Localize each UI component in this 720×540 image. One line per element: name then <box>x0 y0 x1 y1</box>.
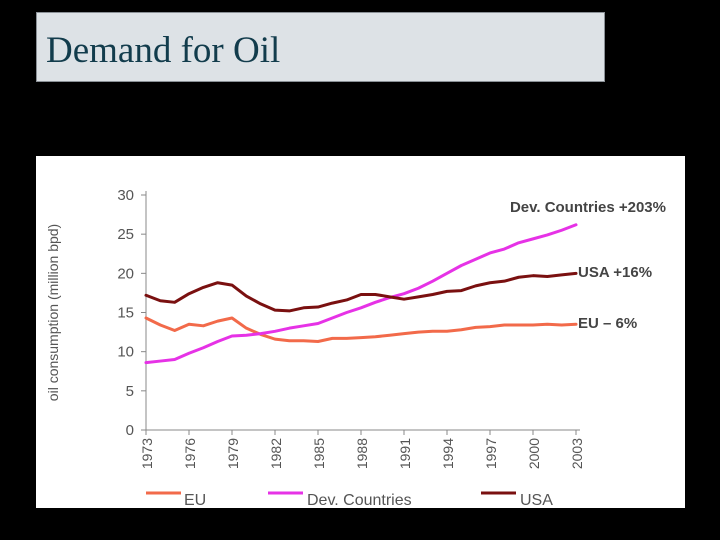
series-end-label: EU – 6% <box>578 315 637 332</box>
legend-label: EU <box>184 492 206 508</box>
x-tick-label: 2003 <box>569 438 585 469</box>
slide-title: Demand for Oil <box>46 30 281 71</box>
x-tick-label: 1994 <box>440 438 456 469</box>
y-tick-label: 15 <box>117 305 134 322</box>
series-end-label: Dev. Countries +203% <box>510 199 666 216</box>
x-tick-label: 1982 <box>268 438 284 469</box>
y-tick-label: 25 <box>117 226 134 243</box>
series-line-eu <box>144 316 578 343</box>
x-tick-label: 1973 <box>139 438 155 469</box>
y-axis-label: oil consumption (million bpd) <box>45 224 61 401</box>
y-tick-label: 0 <box>126 422 134 439</box>
series-line-dev-countries <box>144 223 578 365</box>
y-tick-label: 20 <box>117 265 134 282</box>
x-tick-label: 2000 <box>526 438 542 469</box>
x-tick-label: 1985 <box>311 438 327 469</box>
x-tick-label: 1997 <box>483 438 499 469</box>
series-line-usa <box>144 271 578 313</box>
legend-label: Dev. Countries <box>307 492 412 508</box>
title-box: Demand for Oil <box>36 12 605 82</box>
x-tick-label: 1991 <box>397 438 413 469</box>
y-tick-label: 5 <box>126 383 134 400</box>
x-tick-label: 1988 <box>354 438 370 469</box>
x-tick-label: 1979 <box>225 438 241 469</box>
y-tick-label: 30 <box>117 187 134 204</box>
line-chart: 0 5 10 15 20 25 30 1973 1976 1979 1982 1985 1988 1991… <box>45 187 666 508</box>
y-tick-label: 10 <box>117 344 134 361</box>
x-tick-label: 1976 <box>182 438 198 469</box>
series-end-label: USA +16% <box>578 264 652 281</box>
chart-panel: 0 5 10 15 20 25 30 1973 1976 1979 1982 1985 1988 1991… <box>36 156 685 508</box>
legend-label: USA <box>520 492 553 508</box>
